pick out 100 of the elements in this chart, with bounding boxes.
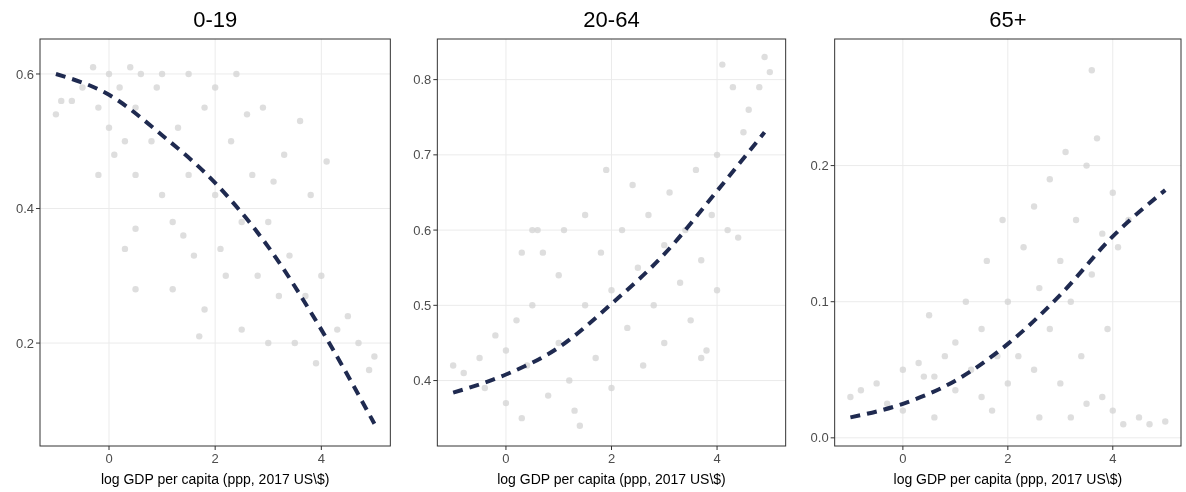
x-tick-label: 0 [502,451,510,466]
point [534,226,541,234]
point [952,386,959,394]
y-tick-label: 0.8 [413,72,432,88]
point [708,211,715,219]
point [745,106,752,113]
point [983,257,991,265]
x-tick-label: 4 [317,451,325,466]
point [931,414,938,421]
point [661,241,668,249]
point [719,61,726,68]
point [1083,400,1090,407]
point [698,354,705,362]
point [1030,203,1038,210]
x-axis-title: log GDP per capita (ppp, 2017 US\$) [893,471,1123,487]
point [645,211,652,219]
point [650,302,657,309]
point [1020,244,1027,251]
point [576,422,584,429]
point [756,83,763,91]
point [518,414,525,422]
point [571,407,578,414]
point [1162,418,1169,425]
point [724,226,731,234]
point [449,362,457,369]
point [713,287,721,294]
y-tick-label: 0.2 [15,335,34,351]
point [1114,244,1122,251]
point [476,354,483,362]
y-tick-label: 0.4 [15,201,34,217]
point [729,83,737,91]
point [1088,67,1095,74]
y-tick-label: 0.5 [413,297,432,313]
point [734,234,742,241]
point [608,287,615,294]
point [1093,135,1101,142]
y-tick-label: 0.4 [413,373,432,389]
point [460,369,467,377]
point [581,302,589,309]
point [1099,393,1106,401]
point [899,366,907,373]
point [1072,216,1080,224]
x-tick-label: 2 [211,451,219,466]
point [618,226,626,234]
point [544,392,552,399]
point [931,373,938,380]
point [492,332,499,339]
point [1030,366,1038,373]
line-series [848,188,1168,420]
point [581,211,589,219]
y-tick-label: 0.6 [413,222,432,238]
point [1046,325,1054,333]
point [566,377,573,384]
point [603,166,610,174]
point [873,380,880,387]
x-axis-title: log GDP per capita (ppp, 2017 US\$) [100,471,330,487]
point [1088,271,1095,278]
point [1046,176,1054,183]
point [1067,414,1074,421]
point [1004,380,1012,387]
point [920,373,928,380]
line-series [53,71,377,426]
point [1109,189,1116,197]
x-tick-label: 2 [1004,451,1012,466]
y-tick-label: 0.7 [413,147,432,163]
point [502,347,510,354]
line-series [451,130,767,395]
x-tick-label: 0 [105,451,113,466]
point [766,68,774,76]
point [899,407,907,414]
x-tick-label: 4 [1109,451,1117,466]
point [941,352,949,360]
point [962,298,970,305]
y-tick-label: 0.1 [810,294,829,310]
point [634,264,642,271]
x-tick-label: 4 [713,451,721,466]
point [629,181,636,189]
point [761,53,768,61]
y-tick-label: 0.0 [810,430,829,446]
point [978,325,985,333]
point [978,393,985,401]
point [1146,421,1153,428]
point [1083,162,1090,169]
point [1015,352,1022,360]
point [592,354,599,362]
point [560,226,568,234]
point [703,347,710,354]
point [1135,414,1143,421]
point [1109,407,1116,414]
x-tick-label: 0 [899,451,907,466]
y-tick-label: 0.2 [810,158,829,174]
point [915,359,922,367]
point [608,384,615,392]
point [529,302,536,309]
point [1036,414,1043,421]
point [925,312,933,319]
point [597,249,605,256]
chart-title: 65+ [989,7,1027,32]
point [639,362,647,369]
point [539,249,547,256]
